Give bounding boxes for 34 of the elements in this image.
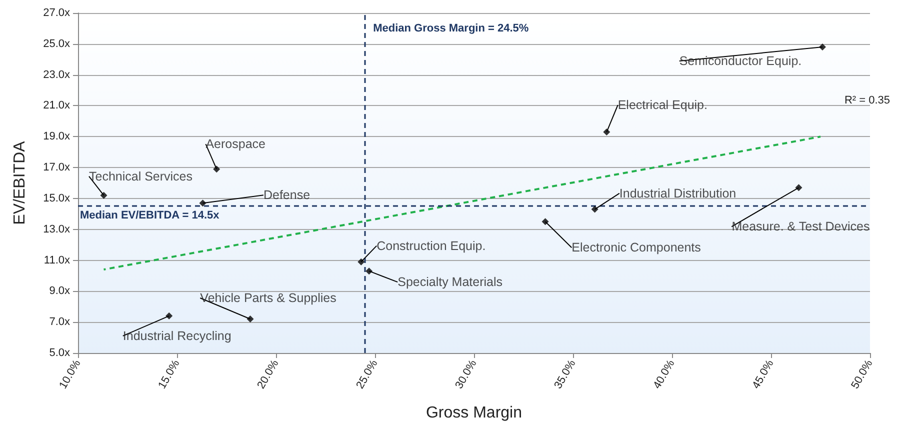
ref-line-label: Median EV/EBITDA = 14.5x <box>80 210 220 222</box>
annotation: Industrial Distribution <box>619 186 736 200</box>
annotation: Electrical Equip. <box>618 98 708 112</box>
annotation: Technical Services <box>88 169 192 184</box>
y-tick-label: 11.0x <box>44 254 70 266</box>
y-tick-label: 17.0x <box>43 162 70 174</box>
point <box>100 192 108 199</box>
y-tick-label: 19.0x <box>43 130 70 143</box>
annotation: Aerospace <box>206 137 266 152</box>
y-tick-label: 5.0x <box>49 347 70 359</box>
y-tick-label: 15.0x <box>43 192 70 204</box>
annotation: Construction Equip. <box>376 238 486 253</box>
y-tick-label: 13.0x <box>43 223 70 236</box>
annotation: Measure. & Test Devices <box>732 220 870 234</box>
point <box>358 258 365 266</box>
point <box>542 218 549 226</box>
y-tick-label: 7.0x <box>49 316 70 328</box>
ref-line-label: Median Gross Margin = 24.5% <box>373 22 529 34</box>
y-tick-label: 21.0x <box>43 100 70 112</box>
annotation: Specialty Materials <box>398 275 503 290</box>
annotation: Defense <box>263 188 310 202</box>
y-tick-label: 25.0x <box>43 38 70 50</box>
annotation: Electronic Components <box>572 240 701 255</box>
y-axis-title: EV/EBITDA <box>12 140 28 225</box>
annotation: Industrial Recycling <box>122 328 232 343</box>
y-tick-label: 27.0x <box>43 7 70 19</box>
point <box>166 312 173 320</box>
annotation: Vehicle Parts & Supplies <box>200 291 336 305</box>
y-tick-label: 23.0x <box>43 68 70 81</box>
annotation: R² = 0.35 <box>844 94 890 106</box>
x-axis-title: Gross Margin <box>426 404 522 422</box>
annotation: Semiconductor Equip. <box>679 54 802 68</box>
y-tick-label: 9.0x <box>49 285 70 298</box>
point <box>795 184 802 192</box>
